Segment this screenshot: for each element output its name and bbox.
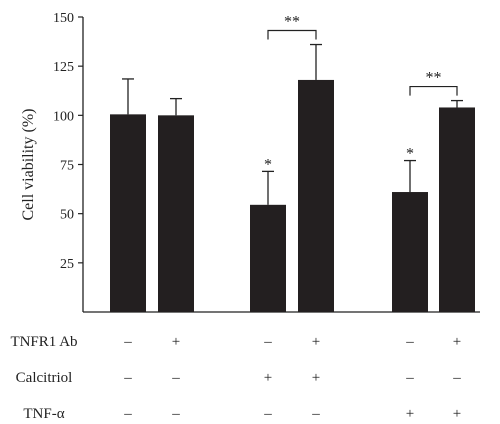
bar (110, 114, 146, 312)
condition-table: TNFR1 Ab – + – + – + Calcitriol – – + + – – TNF-α – – – – +… (10, 334, 461, 422)
condition-value: + (172, 334, 180, 350)
condition-value: + (264, 370, 272, 386)
condition-value: – (123, 370, 132, 386)
y-axis-label: Cell viability (%) (20, 109, 37, 221)
condition-value: + (312, 334, 320, 350)
significance-star: * (406, 146, 414, 163)
condition-label: TNF-α (23, 406, 64, 422)
condition-value: + (453, 334, 461, 350)
condition-value: – (263, 406, 272, 422)
bar (158, 115, 194, 312)
condition-value: + (453, 406, 461, 422)
condition-value: – (171, 406, 180, 422)
significance-bracket-label: ** (426, 70, 442, 87)
error-bars (122, 43, 463, 205)
bars (110, 79, 475, 312)
bar (250, 204, 286, 312)
significance-markers: ****** (264, 14, 458, 173)
y-tick-label: 75 (60, 159, 74, 174)
condition-label: TNFR1 Ab (10, 334, 77, 350)
significance-bracket (267, 29, 317, 40)
significance-bracket-label: ** (284, 14, 300, 31)
y-tick-label: 150 (53, 11, 74, 26)
condition-label: Calcitriol (16, 370, 73, 386)
condition-value: – (311, 406, 320, 422)
condition-value: + (312, 370, 320, 386)
condition-value: – (405, 334, 414, 350)
condition-value: – (452, 370, 461, 386)
condition-value: – (123, 406, 132, 422)
condition-value: + (406, 406, 414, 422)
significance-star: * (264, 156, 272, 173)
bar (392, 192, 428, 312)
significance-bracket (409, 85, 458, 96)
condition-value: – (123, 334, 132, 350)
condition-value: – (405, 370, 414, 386)
bar (298, 79, 334, 312)
y-tick-label: 25 (60, 257, 74, 272)
condition-value: – (263, 334, 272, 350)
y-ticks: 25 50 75 100 125 150 (53, 11, 83, 272)
y-tick-label: 125 (53, 60, 74, 75)
bar (439, 107, 475, 312)
y-tick-label: 50 (60, 208, 74, 223)
condition-value: – (171, 370, 180, 386)
y-tick-label: 100 (53, 109, 74, 124)
